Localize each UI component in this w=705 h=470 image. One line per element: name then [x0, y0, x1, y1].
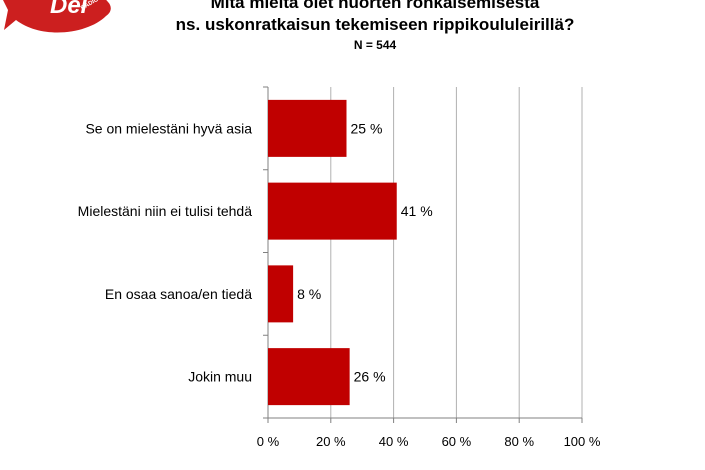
x-tick-label: 20 % — [316, 434, 346, 449]
x-tick-label: 80 % — [504, 434, 534, 449]
x-tick-label: 60 % — [442, 434, 472, 449]
bar — [268, 265, 294, 323]
logo-radio-text: RADIO — [80, 0, 100, 12]
chart-title-line-1: Mitä mieltä olet nuorten rohkaisemisesta — [210, 0, 540, 12]
logo-text: Dei — [50, 0, 89, 19]
x-tick-label: 0 % — [257, 434, 280, 449]
category-label: Jokin muu — [188, 369, 252, 385]
bar — [268, 348, 350, 406]
chart-title-line-2: ns. uskonratkaisun tekemiseen rippikoulu… — [175, 15, 575, 34]
data-label: 25 % — [351, 120, 383, 136]
labels: 0 % 20 % 40 % 60 % 80 % 100 % Se on mielestäni… — [78, 120, 601, 449]
bar — [268, 182, 397, 240]
x-tick-label: 100 % — [564, 434, 601, 449]
fish-logo-shape — [3, 0, 111, 33]
data-label: 41 % — [401, 203, 433, 219]
radio-dei-logo: Dei RADIO — [3, 0, 111, 33]
category-label: Se on mielestäni hyvä asia — [85, 120, 252, 136]
category-label: En osaa sanoa/en tiedä — [105, 286, 252, 302]
data-label: 26 % — [354, 369, 386, 385]
chart-subtitle: N = 544 — [353, 38, 397, 52]
x-tick-label: 40 % — [379, 434, 409, 449]
bar — [268, 99, 347, 157]
chart-title: Mitä mieltä olet nuorten rohkaisemisesta… — [150, 0, 600, 53]
category-label: Mielestäni niin ei tulisi tehdä — [78, 203, 253, 219]
bars — [268, 99, 397, 406]
data-label: 8 % — [297, 286, 321, 302]
